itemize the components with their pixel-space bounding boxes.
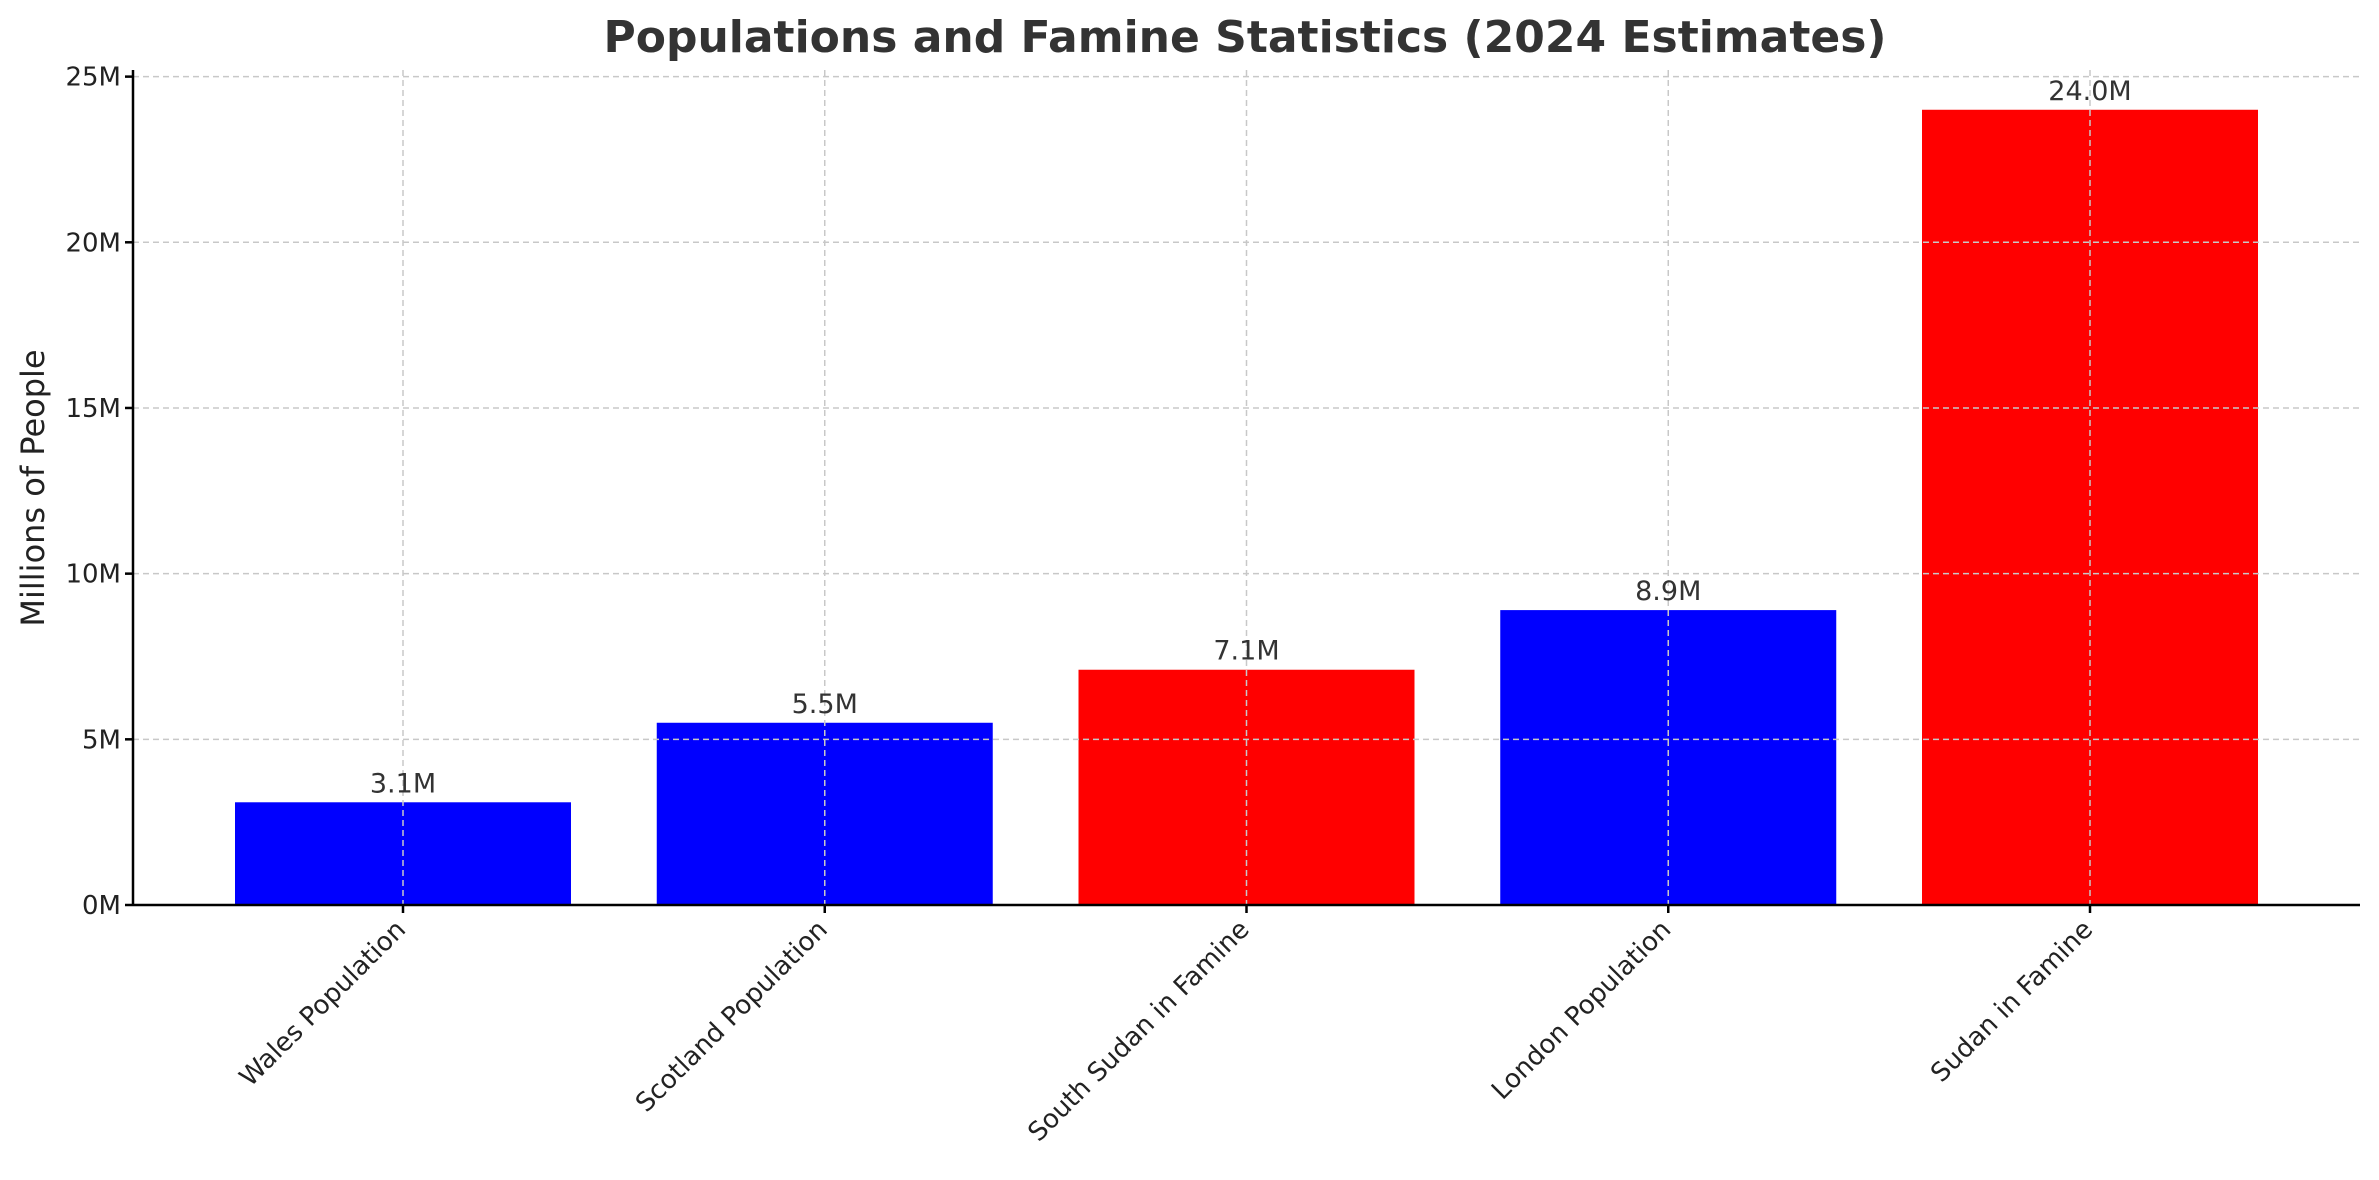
gridlines [133,70,2360,905]
y-tick-label: 15M [65,394,121,424]
x-tick-label: Scotland Population [630,915,834,1119]
chart-title: Populations and Famine Statistics (2024 … [603,12,1886,63]
axes [125,70,2360,913]
data-label: 5.5M [792,689,858,720]
tick-labels: 0M 5M 10M 15M 20M 25M Wales Population Scotland… [65,63,2098,1148]
data-label: 8.9M [1635,576,1701,607]
y-tick-label: 5M [82,725,121,755]
data-label: 24.0M [2048,76,2131,107]
x-tick-label: Sudan in Famine [1925,915,2099,1089]
y-tick-label: 20M [65,228,121,258]
y-axis-label: Millions of People [14,349,52,626]
y-tick-label: 25M [65,63,121,93]
data-labels: 3.1M 5.5M 7.1M 8.9M 24.0M [370,76,2132,800]
x-tick-label: Wales Population [234,915,412,1093]
y-tick-label: 0M [82,891,121,921]
y-tick-label: 10M [65,560,121,590]
x-tick-label: London Population [1486,915,1677,1106]
x-tick-label: South Sudan in Famine [1022,915,1255,1148]
data-label: 7.1M [1213,636,1279,667]
data-label: 3.1M [370,768,436,799]
